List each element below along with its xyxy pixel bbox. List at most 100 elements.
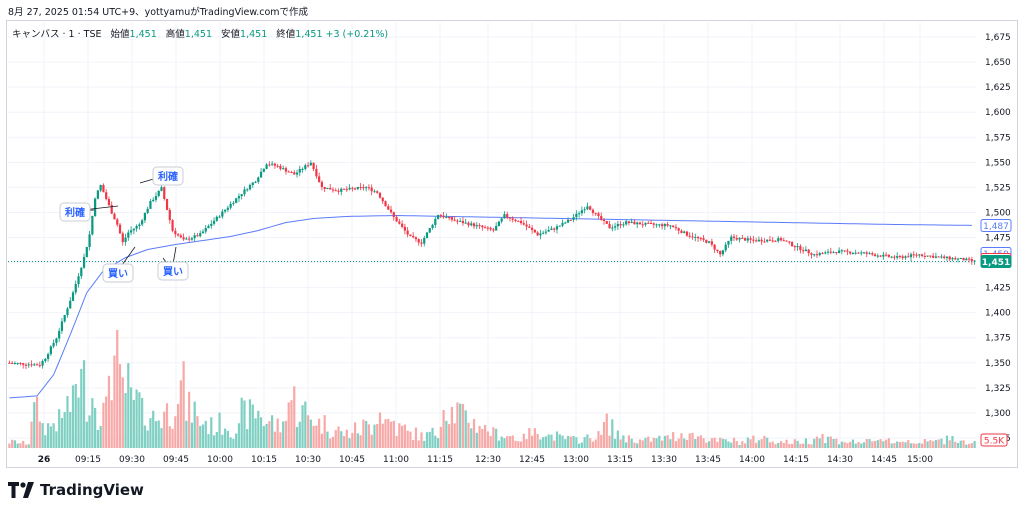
volume-bar	[735, 441, 738, 448]
volume-bar	[481, 428, 484, 448]
candle-body	[763, 241, 766, 243]
volume-bar	[508, 436, 512, 448]
volume-bar	[229, 437, 232, 448]
volume-bar	[96, 429, 99, 448]
candle-body	[185, 238, 188, 240]
volume-bar	[99, 426, 102, 448]
volume-bar	[558, 434, 561, 448]
candle-body	[94, 198, 97, 216]
volume-bar	[613, 438, 617, 448]
candle-body	[597, 213, 600, 217]
y-tick-label: 1,350	[985, 359, 1011, 369]
y-tick-label: 1,550	[985, 158, 1011, 168]
candles	[8, 160, 976, 369]
candle-body	[481, 225, 484, 228]
volume-bar	[387, 418, 390, 448]
volume-bar	[553, 440, 556, 448]
candle-body	[713, 244, 716, 250]
candle-body	[702, 238, 705, 240]
volume-bar	[605, 413, 608, 448]
volume-bar	[854, 443, 857, 448]
candle-body	[235, 198, 238, 203]
x-tick-label: 14:00	[739, 455, 765, 465]
open-value: 1,451	[129, 29, 157, 40]
candle-body	[558, 225, 561, 227]
candle-body	[116, 219, 119, 225]
candle-body	[146, 208, 149, 213]
volume-bar	[893, 443, 896, 448]
volume-bar	[569, 436, 572, 448]
volume-bar	[572, 435, 575, 448]
high-value: 1,451	[184, 29, 212, 40]
volume-bar	[365, 420, 368, 448]
candle-body	[677, 228, 680, 231]
candle-body	[179, 235, 182, 238]
volume-bar	[19, 443, 22, 448]
volume-bar	[129, 387, 133, 448]
volume-bar	[69, 411, 72, 448]
volume-bar	[146, 430, 149, 448]
volume-bar	[810, 444, 813, 448]
marker-box	[157, 261, 189, 281]
candle-body	[38, 365, 41, 367]
candle-body	[60, 321, 64, 331]
volume-bar	[323, 415, 326, 448]
volume-bar	[677, 438, 680, 448]
candle-body	[832, 252, 835, 254]
candle-body	[334, 190, 337, 192]
volume-bar	[218, 412, 221, 448]
volume-bar	[378, 412, 382, 448]
candle-body	[436, 215, 440, 219]
candle-body	[663, 224, 666, 227]
candle-body	[41, 360, 44, 366]
candle-body	[199, 233, 202, 237]
volume-bar	[141, 397, 144, 448]
candle-body	[934, 256, 938, 258]
candle-body	[708, 241, 711, 243]
candle-body	[619, 224, 622, 226]
candle-body	[218, 216, 221, 218]
candle-body	[602, 219, 606, 221]
volume-bar	[226, 430, 229, 448]
tradingview-logo[interactable]: TradingView	[8, 480, 144, 500]
open-label: 始値	[110, 29, 130, 40]
candle-body	[857, 252, 860, 254]
volume-bar	[533, 428, 536, 448]
candle-body	[143, 212, 147, 221]
chart-frame[interactable]	[6, 20, 1018, 468]
candle-body	[904, 256, 907, 258]
candle-body	[719, 251, 722, 255]
candle-body	[152, 199, 155, 202]
candle-body	[804, 249, 808, 252]
volume-bar	[423, 440, 426, 448]
volume-bar	[160, 428, 163, 448]
volume-bar	[517, 441, 520, 448]
x-tick-label: 10:00	[207, 455, 233, 465]
volume-bar	[204, 420, 207, 448]
volume-bar	[77, 397, 80, 448]
volume-bar	[597, 431, 600, 448]
candle-body	[749, 238, 752, 240]
candle-body	[705, 239, 708, 243]
volume-bar	[843, 442, 846, 448]
volume-bar	[760, 439, 763, 448]
candle-body	[85, 247, 88, 258]
candle-body	[912, 254, 915, 256]
candle-body	[248, 184, 252, 190]
volume-bar	[575, 437, 578, 448]
y-tick-label: 1,500	[985, 208, 1011, 218]
candle-body	[323, 186, 326, 189]
volume-bar	[898, 442, 902, 448]
volume-bar	[353, 422, 357, 448]
volume-bar	[920, 443, 924, 448]
candle-body	[785, 240, 788, 242]
volume-bar	[80, 368, 83, 448]
candle-body	[530, 227, 534, 230]
volume-bar	[826, 436, 830, 448]
volume-bar	[721, 438, 725, 448]
ohlc-legend: キャンバス · 1 · TSE 始値1,451 高値1,451 安値1,451 …	[12, 26, 388, 40]
volume-bar	[235, 433, 238, 448]
candle-body	[630, 221, 633, 223]
volume-bar	[356, 433, 359, 448]
